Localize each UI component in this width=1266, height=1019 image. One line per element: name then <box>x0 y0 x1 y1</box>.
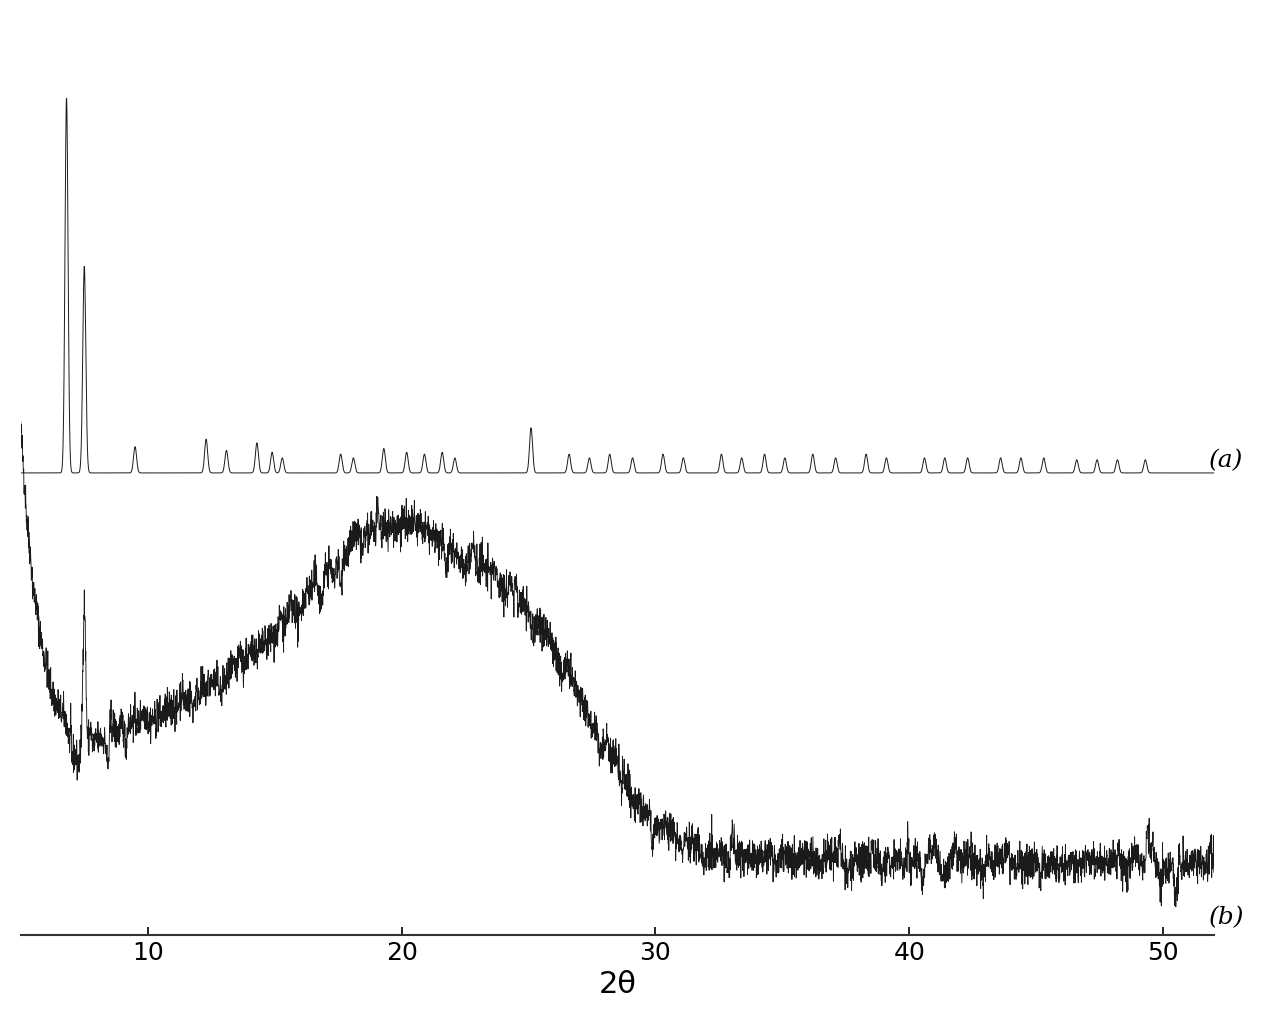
X-axis label: 2θ: 2θ <box>599 969 637 999</box>
Text: (a): (a) <box>1209 449 1243 472</box>
Text: (b): (b) <box>1209 906 1244 928</box>
